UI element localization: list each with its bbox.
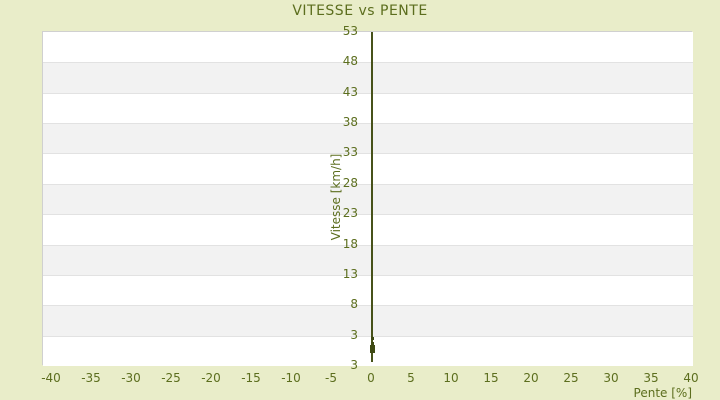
- plot-band: [43, 245, 693, 275]
- x-tick-label: 15: [483, 371, 499, 385]
- x-axis-title: Pente [%]: [633, 386, 692, 400]
- horizontal-gridline: [43, 62, 693, 63]
- horizontal-gridline: [43, 93, 693, 94]
- x-tick-label: 20: [523, 371, 539, 385]
- y-axis-line: [371, 32, 373, 362]
- x-tick-label: 10: [443, 371, 459, 385]
- plot-band: [43, 184, 693, 214]
- plot-band: [43, 123, 693, 153]
- horizontal-gridline: [43, 153, 693, 154]
- y-tick-label: 23: [342, 206, 358, 220]
- horizontal-gridline: [43, 214, 693, 215]
- horizontal-gridline: [43, 123, 693, 124]
- y-tick-label: 13: [342, 267, 358, 281]
- plot-band: [43, 153, 693, 184]
- x-tick-label: 30: [603, 371, 619, 385]
- chart-title: VITESSE vs PENTE: [292, 3, 428, 19]
- y-tick-label: 38: [342, 115, 358, 129]
- plot-band: [43, 305, 693, 336]
- y-tick-label: 8: [350, 297, 358, 311]
- x-tick-label: 25: [563, 371, 579, 385]
- x-tick-label: -25: [161, 371, 181, 385]
- data-point: [371, 342, 374, 345]
- plot-area: [42, 31, 693, 366]
- x-tick-label: -40: [41, 371, 61, 385]
- y-tick-label: 48: [342, 54, 358, 68]
- plot-band: [43, 214, 693, 245]
- horizontal-gridline: [43, 184, 693, 185]
- y-tick-label: 3: [350, 358, 358, 372]
- plot-band: [43, 32, 693, 62]
- y-tick-label: 3: [350, 328, 358, 342]
- y-tick-label: 53: [342, 24, 358, 38]
- horizontal-gridline: [43, 245, 693, 246]
- data-point: [371, 337, 374, 340]
- x-tick-label: -5: [325, 371, 337, 385]
- x-tick-label: -35: [81, 371, 101, 385]
- plot-band: [43, 275, 693, 305]
- plot-band: [43, 93, 693, 123]
- data-point: [370, 345, 375, 350]
- horizontal-gridline: [43, 336, 693, 337]
- x-tick-label: 35: [643, 371, 659, 385]
- data-point: [370, 348, 375, 353]
- x-tick-label: -20: [201, 371, 221, 385]
- y-tick-label: 28: [342, 176, 358, 190]
- y-tick-label: 18: [342, 237, 358, 251]
- x-tick-label: -30: [121, 371, 141, 385]
- horizontal-gridline: [43, 275, 693, 276]
- y-tick-label: 43: [342, 85, 358, 99]
- plot-band: [43, 336, 693, 366]
- horizontal-gridline: [43, 305, 693, 306]
- x-tick-label: -10: [281, 371, 301, 385]
- x-tick-label: 40: [683, 371, 699, 385]
- x-tick-label: 5: [407, 371, 415, 385]
- x-tick-label: -15: [241, 371, 261, 385]
- x-tick-label: 0: [367, 371, 375, 385]
- y-tick-label: 33: [342, 145, 358, 159]
- y-axis-title: Vitesse [km/h]: [329, 153, 343, 241]
- plot-band: [43, 62, 693, 93]
